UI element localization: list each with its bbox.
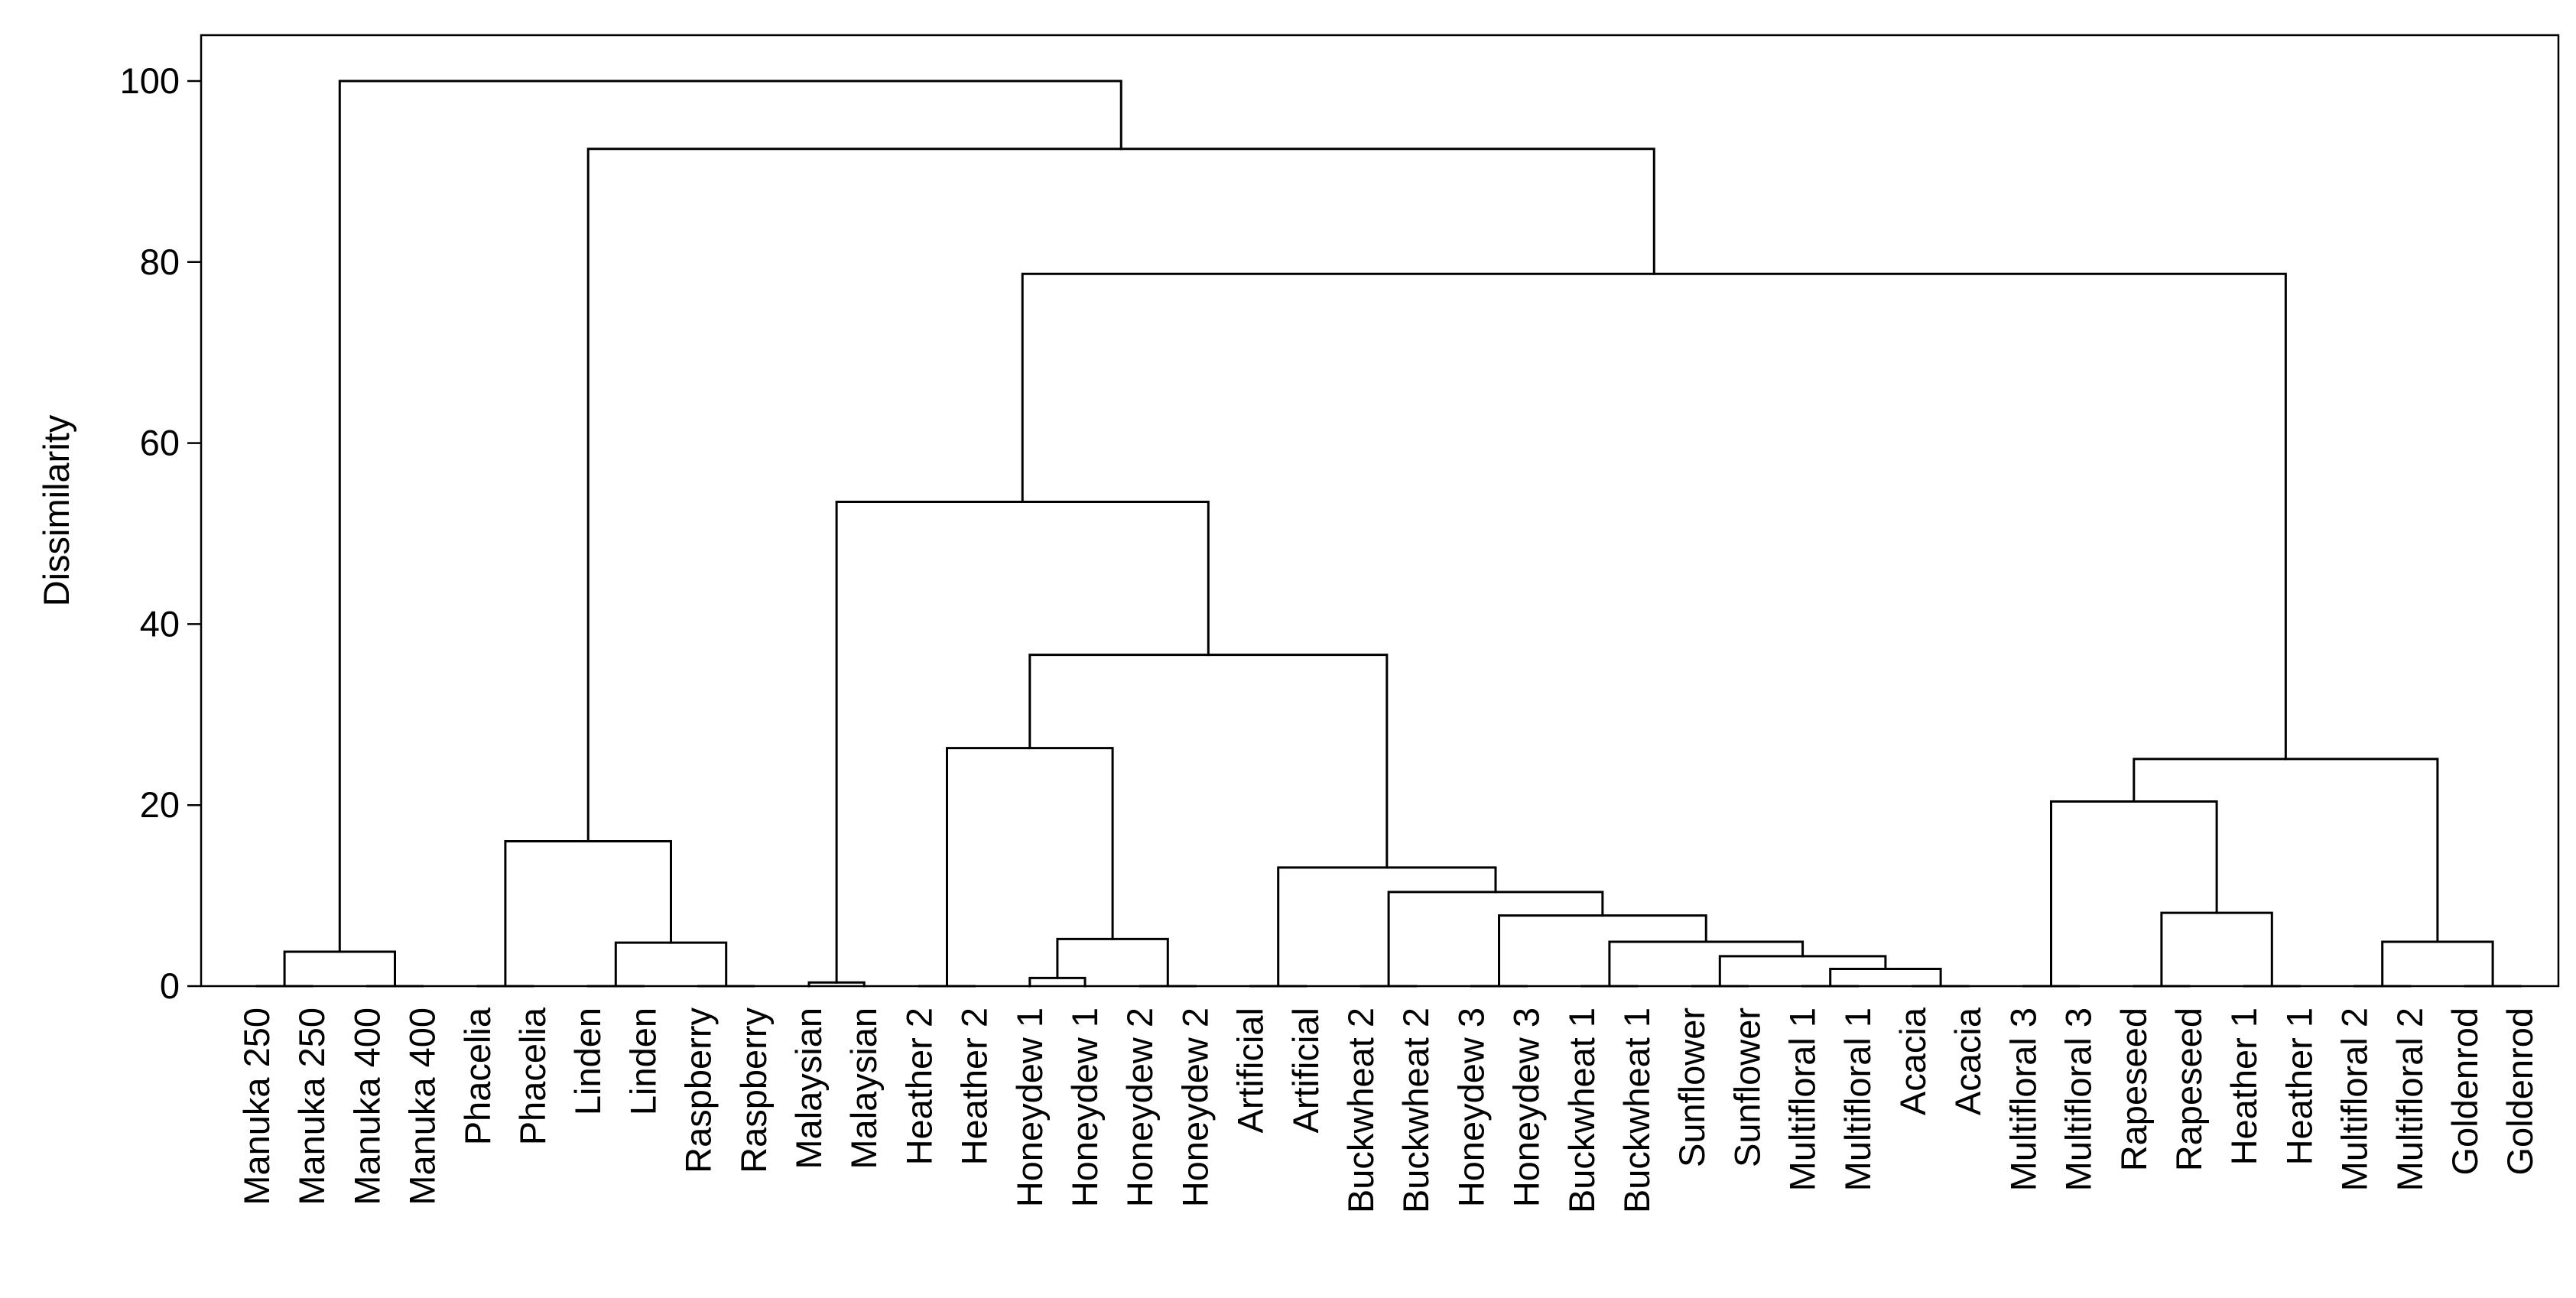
dendrogram-link (504, 840, 672, 988)
leaf-label: Multifloral 1 (1782, 1008, 1823, 1191)
leaf-label: Rapeseed (2168, 1008, 2209, 1171)
leaf-label: Acacia (1947, 1007, 1988, 1115)
leaf-label: Malaysian (788, 1008, 829, 1170)
dendrogram-link (2160, 911, 2273, 988)
dendrogram-link (1028, 976, 1087, 988)
leaf-labels: Manuka 250 Manuka 250 Manuka 400 Manuka 400… (236, 1007, 2540, 1213)
leaf-label: Heather 2 (954, 1008, 995, 1165)
leaf-label: Raspberry (678, 1008, 719, 1173)
dendrogram-link (2050, 800, 2218, 988)
leaf-label: Sunflower (1671, 1008, 1712, 1167)
y-tick-label: 60 (140, 423, 180, 463)
y-tick-label: 40 (140, 603, 180, 644)
leaf-label: Multifloral 2 (2389, 1008, 2430, 1191)
leaf-label: Multifloral 1 (1837, 1008, 1878, 1191)
leaf-label: Manuka 250 (236, 1008, 277, 1206)
leaf-label: Goldenrod (2444, 1008, 2485, 1176)
leaf-label: Artificial (1230, 1008, 1271, 1134)
y-tick-label: 0 (160, 965, 180, 1006)
leaf-label: Honeydew 2 (1119, 1008, 1160, 1207)
leaf-label: Phacelia (457, 1007, 498, 1145)
leaf-label: Manuka 250 (291, 1008, 332, 1206)
leaf-label: Honeydew 2 (1174, 1008, 1215, 1207)
leaf-label: Buckwheat 2 (1340, 1008, 1381, 1213)
y-tick-label: 80 (140, 242, 180, 282)
leaf-label: Sunflower (1727, 1008, 1767, 1167)
y-tick-label: 100 (120, 60, 180, 101)
leaf-label: Goldenrod (2500, 1008, 2540, 1176)
leaf-label: Honeydew 1 (1064, 1008, 1105, 1207)
leaf-label: Honeydew 3 (1506, 1008, 1547, 1207)
dendrogram-link (835, 501, 1210, 984)
leaf-label: Multifloral 3 (2003, 1008, 2043, 1191)
leaf-label: Linden (622, 1008, 663, 1115)
dendrogram-link (586, 148, 1655, 843)
dendrogram-link (1718, 955, 1887, 988)
leaf-label: Phacelia (512, 1007, 553, 1145)
leaf-label: Artificial (1285, 1008, 1326, 1134)
leaf-label: Acacia (1892, 1007, 1933, 1115)
leaf-label: Buckwheat 2 (1395, 1008, 1436, 1213)
leaf-label: Heather 2 (898, 1008, 939, 1165)
leaf-label: Malaysian (843, 1008, 884, 1170)
y-tick-label: 20 (140, 784, 180, 825)
dendrogram-link (338, 80, 1122, 953)
dendrogram-links (255, 80, 2522, 988)
leaf-label: Manuka 400 (402, 1008, 443, 1206)
dendrogram-link (1608, 940, 1804, 988)
dendrogram-link (1028, 654, 1389, 869)
dendrogram-link (2381, 940, 2494, 988)
dendrogram-link (283, 950, 396, 988)
leaf-label: Rapeseed (2113, 1008, 2154, 1171)
leaf-label: Linden (567, 1008, 608, 1115)
dendrogram-link (614, 941, 728, 988)
dendrogram-link (1277, 866, 1497, 988)
dendrogram-link (1387, 891, 1604, 988)
leaf-label: Manuka 400 (346, 1008, 387, 1206)
leaf-label: Buckwheat 1 (1616, 1008, 1657, 1213)
dendrogram-link (1021, 272, 2287, 761)
dendrogram-link (946, 747, 1114, 988)
dendrogram-link (1498, 914, 1707, 988)
y-axis-title: Dissimilarity (36, 414, 76, 606)
leaf-label: Buckwheat 1 (1561, 1008, 1602, 1213)
leaf-label: Raspberry (733, 1008, 774, 1173)
y-axis: 0 20 40 60 80 100 (120, 60, 201, 1006)
leaf-label: Multifloral 3 (2058, 1008, 2099, 1191)
plot-frame (200, 34, 2560, 988)
dendrogram-link (1829, 968, 1942, 988)
leaf-label: Heather 1 (2224, 1008, 2264, 1165)
leaf-label: Honeydew 1 (1009, 1008, 1050, 1207)
dendrogram-link (2133, 758, 2439, 943)
leaf-label: Heather 1 (2279, 1008, 2319, 1165)
leaf-label: Honeydew 3 (1450, 1008, 1491, 1207)
leaf-label: Multifloral 2 (2334, 1008, 2375, 1191)
